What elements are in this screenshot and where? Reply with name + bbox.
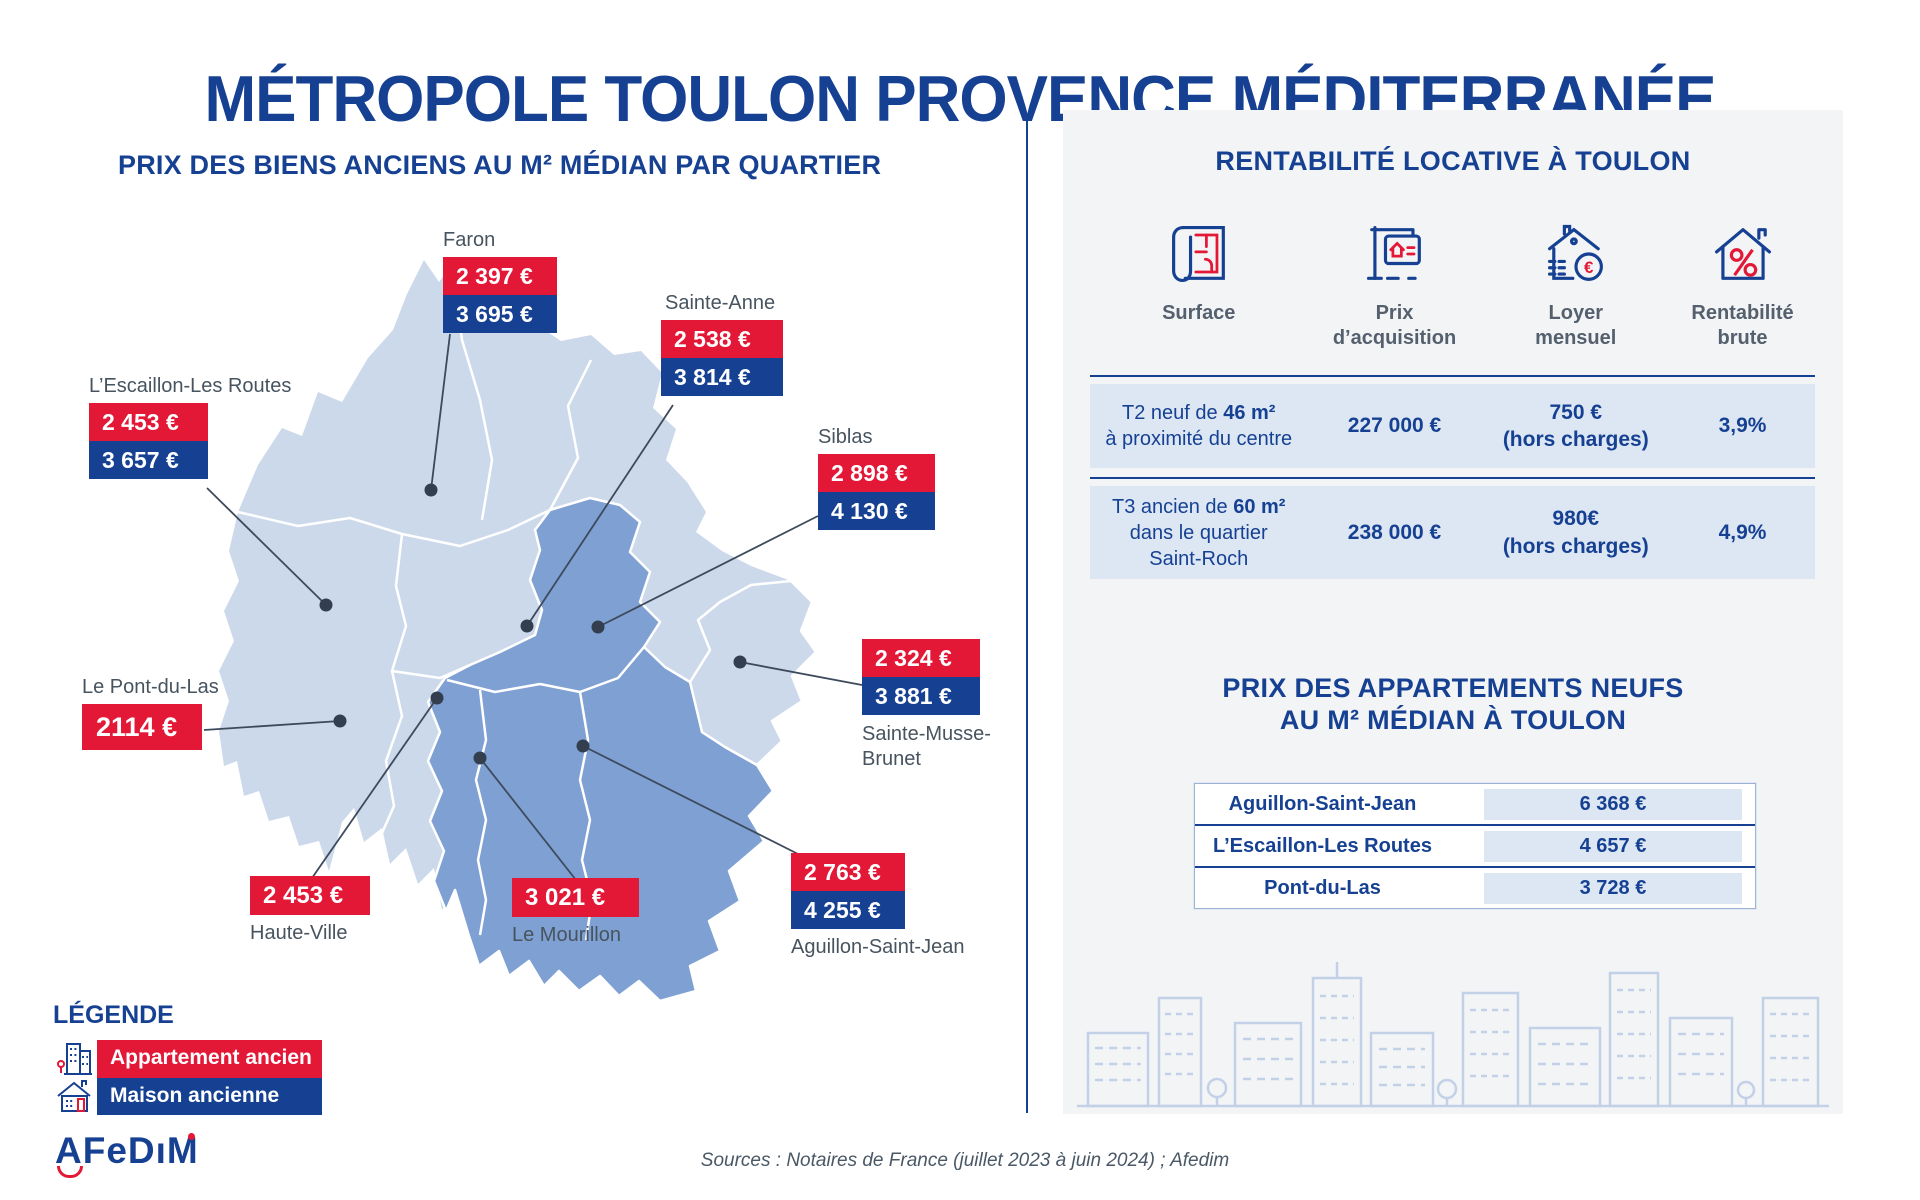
new-apartments-table: Aguillon-Saint-Jean 6 368 € L’Escaillon-… xyxy=(1194,783,1756,910)
house-price-badge: 4 130 € xyxy=(818,492,935,531)
apartment-price-badge: 3 021 € xyxy=(512,878,639,918)
map-section-title: PRIX DES BIENS ANCIENS AU M² MÉDIAN PAR … xyxy=(118,150,882,181)
sources-note: Sources : Notaires de France (juillet 20… xyxy=(700,1150,1230,1171)
vertical-divider xyxy=(1026,120,1028,1113)
quarter-name: L’Escaillon-Les Routes xyxy=(1213,834,1432,857)
surface-cell: T2 neuf de 46 m² à proximité du centre xyxy=(1105,402,1293,450)
apartment-price-badge: 2 453 € xyxy=(89,403,208,442)
house-price-badge: 3 881 € xyxy=(862,677,980,716)
district-marker-dots xyxy=(319,483,747,765)
quarter-label: Faron xyxy=(443,229,496,251)
house-icon xyxy=(53,1078,97,1115)
price-cell: 238 000 € xyxy=(1347,520,1442,544)
price-value: 6 368 € xyxy=(1484,788,1742,820)
surface-cell: T3 ancien de 60 m² dans le quartier Saint… xyxy=(1112,495,1286,570)
house-price-badge: 3 695 € xyxy=(443,295,557,334)
afedim-logo: AFeDıM xyxy=(55,1130,199,1178)
apartment-price-badge: 2114 € xyxy=(82,704,202,751)
quarter-label: Aguillon-Saint-Jean xyxy=(791,936,965,959)
rental-icons-row: € xyxy=(1090,177,1815,291)
map-callout-pont-du-las: Le Pont-du-Las 2114 € xyxy=(82,676,219,751)
map-callout-faron: Faron 2 397 € 3 695 € xyxy=(443,229,557,334)
yield-cell: 3,9% xyxy=(1718,414,1767,438)
rent-cell: 980€ (hors charges) xyxy=(1502,507,1649,558)
map-district-borders xyxy=(237,264,645,941)
quarter-label: Siblas xyxy=(818,426,873,448)
legend-house-label: Maison ancienne xyxy=(97,1078,322,1115)
table-row: Pont-du-Las 3 728 € xyxy=(1195,866,1755,908)
apartment-price-badge: 2 763 € xyxy=(791,853,905,892)
apartment-price-badge: 2 538 € xyxy=(661,320,783,359)
column-header: Rentabilité brute xyxy=(1691,302,1794,349)
quarter-label: Haute-Ville xyxy=(250,922,348,945)
house-price-badge: 3 814 € xyxy=(661,358,783,397)
sign-house-icon xyxy=(1308,199,1482,291)
blueprint-icon xyxy=(1090,199,1308,291)
rent-cell: 750 € (hors charges) xyxy=(1502,400,1649,451)
yield-cell: 4,9% xyxy=(1718,520,1767,544)
rental-table-row: T2 neuf de 46 m² à proximité du centre 22… xyxy=(1090,384,1815,468)
map-callout-siblas: Siblas 2 898 € 4 130 € xyxy=(818,426,935,531)
map-callout-escaillon: L’Escaillon-Les Routes 2 453 € 3 657 € xyxy=(89,375,292,480)
house-price-badge: 4 255 € xyxy=(791,891,905,930)
quarter-name: Aguillon-Saint-Jean xyxy=(1228,792,1417,815)
map-callout-sainte-anne: Sainte-Anne 2 538 € 3 814 € xyxy=(661,292,783,397)
column-header: Surface xyxy=(1162,302,1236,324)
apartment-price-badge: 2 324 € xyxy=(862,639,980,678)
house-price-badge: 3 657 € xyxy=(89,441,208,480)
rental-table-row: T3 ancien de 60 m² dans le quartier Saint… xyxy=(1090,486,1815,579)
quarter-label: L’Escaillon-Les Routes xyxy=(89,375,292,397)
apartment-price-badge: 2 397 € xyxy=(443,257,557,296)
quarter-label: Le Mourillon xyxy=(512,924,621,947)
callout-lines xyxy=(203,333,863,881)
house-percent-icon xyxy=(1670,199,1815,291)
column-header: Prix d’acquisition xyxy=(1332,302,1457,349)
price-value: 3 728 € xyxy=(1484,872,1742,904)
map-callout-mourillon: 3 021 € Le Mourillon xyxy=(512,878,639,947)
new-apartments-title: PRIX DES APPARTEMENTS NEUFS AU M² MÉDIAN… xyxy=(1222,673,1684,735)
legend-title: LÉGENDE xyxy=(53,1001,174,1029)
table-row: L’Escaillon-Les Routes 4 657 € xyxy=(1195,824,1755,866)
map-district-sainte-musse xyxy=(688,579,818,767)
city-skyline-illustration xyxy=(1077,962,1829,1108)
legend-apartment-label: Appartement ancien xyxy=(97,1040,322,1078)
rental-column-headers: Surface Prix d’acquisition Loyer mensuel… xyxy=(1090,291,1815,351)
logo-dot-accent xyxy=(188,1133,195,1140)
rental-panel: RENTABILITÉ LOCATIVE À TOULON xyxy=(1063,110,1843,1114)
rental-section-title: RENTABILITÉ LOCATIVE À TOULON xyxy=(1215,146,1691,176)
table-rule xyxy=(1090,375,1815,377)
house-euro-icon: € xyxy=(1482,199,1671,291)
logo-smile-accent xyxy=(57,1166,83,1178)
apartment-price-badge: 2 898 € xyxy=(818,454,935,493)
map-callout-haute-ville: 2 453 € Haute-Ville xyxy=(250,876,370,945)
quarter-name: Pont-du-Las xyxy=(1264,876,1381,899)
quarter-label: Sainte-Anne xyxy=(665,292,776,314)
table-row: Aguillon-Saint-Jean 6 368 € xyxy=(1195,784,1755,824)
price-cell: 227 000 € xyxy=(1347,414,1442,438)
apartment-price-badge: 2 453 € xyxy=(250,876,370,916)
table-rule xyxy=(1090,477,1815,479)
map-callout-aguillon: 2 763 € 4 255 € Aguillon-Saint-Jean xyxy=(791,853,965,959)
price-value: 4 657 € xyxy=(1484,830,1742,862)
legend: LÉGENDE Appartement ancien xyxy=(53,1001,322,1115)
toulon-districts-map xyxy=(203,260,863,1003)
quarter-label: Le Pont-du-Las xyxy=(82,676,219,698)
apartment-building-icon xyxy=(53,1040,97,1078)
svg-text:€: € xyxy=(1584,258,1594,277)
quarter-label: Sainte-Musse-Brunet xyxy=(862,723,991,771)
column-header: Loyer mensuel xyxy=(1535,302,1617,349)
map-callout-sainte-musse: 2 324 € 3 881 € Sainte-Musse-Brunet xyxy=(862,639,991,772)
